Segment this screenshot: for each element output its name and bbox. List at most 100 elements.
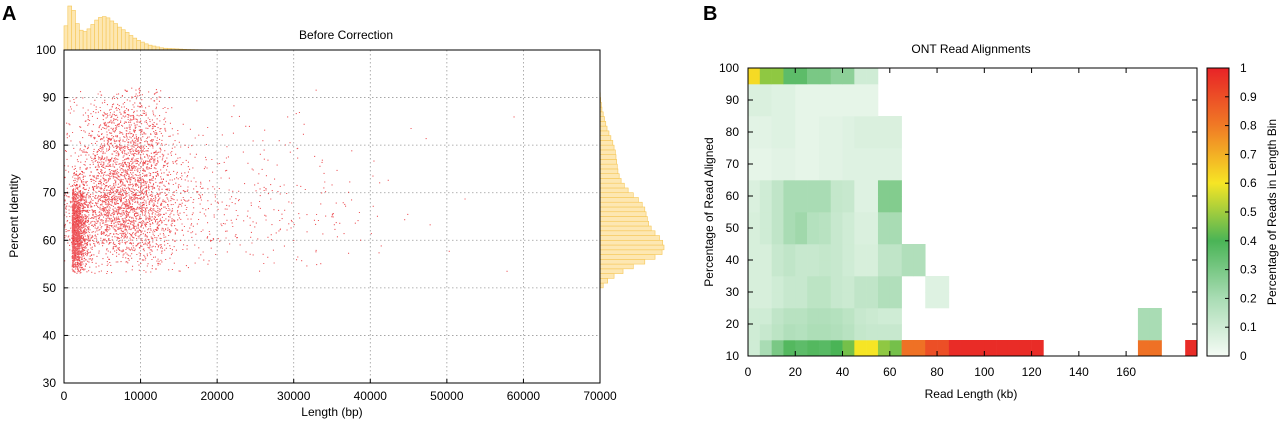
heatmap-cell xyxy=(783,292,796,309)
heatmap-cell xyxy=(795,260,808,277)
heatmap-cell xyxy=(807,148,820,165)
heatmap-cell xyxy=(854,228,867,245)
y-tick-label: 10 xyxy=(726,349,740,363)
heatmap-cell xyxy=(854,212,867,229)
heatmap-cell xyxy=(783,244,796,261)
heatmap-cell xyxy=(901,340,914,357)
heatmap-cell xyxy=(854,68,867,85)
heatmap-cell xyxy=(889,196,902,213)
heatmap-cell xyxy=(771,244,784,261)
right-marginal-bar xyxy=(599,163,618,170)
heatmap-cell xyxy=(925,340,938,357)
heatmap-cell xyxy=(771,148,784,165)
right-marginal-bar xyxy=(599,197,639,203)
heatmap-cell xyxy=(748,212,761,229)
heatmap-cell xyxy=(889,244,902,261)
right-marginal-bar xyxy=(599,187,629,194)
heatmap-cell xyxy=(889,228,902,245)
heatmap-cell xyxy=(830,68,843,85)
heatmap-cell xyxy=(795,244,808,261)
heatmap-cell xyxy=(818,340,832,357)
colorbar-tick-label: 0.9 xyxy=(1240,90,1257,104)
right-marginal-bar xyxy=(599,192,634,198)
heatmap-cell xyxy=(771,180,784,197)
heatmap-cell xyxy=(759,244,772,261)
heatmap-cell xyxy=(759,180,772,197)
x-tick-label: 30000 xyxy=(277,389,311,403)
heatmap-cell xyxy=(818,148,832,165)
heatmap-cell xyxy=(854,340,867,357)
heatmap-cell xyxy=(889,132,902,149)
heatmap-cell xyxy=(830,212,843,229)
heatmap-cell xyxy=(842,180,855,197)
heatmap-cell xyxy=(818,212,832,229)
heatmap-cell xyxy=(759,84,772,101)
colorbar-tick-label: 0.4 xyxy=(1240,234,1257,248)
heatmap-cell xyxy=(830,164,843,181)
top-marginal-bar xyxy=(79,29,84,51)
heatmap-cell xyxy=(783,164,796,181)
top-marginal-bar xyxy=(151,45,157,51)
heatmap-cell xyxy=(771,196,784,213)
x-tick-label: 20000 xyxy=(200,389,234,403)
heatmap-cell xyxy=(866,116,879,133)
heatmap-cell xyxy=(783,68,796,85)
heatmap-cell xyxy=(1185,340,1198,357)
heatmap-cell xyxy=(1031,340,1044,357)
heatmap-cell xyxy=(759,260,772,277)
heatmap-cell xyxy=(866,244,879,261)
heatmap-cell xyxy=(842,308,855,325)
heatmap-cell xyxy=(818,324,832,341)
heatmap-cell xyxy=(818,100,832,117)
heatmap-cell xyxy=(877,196,891,213)
heatmap-cell xyxy=(889,164,902,181)
heatmap-cell xyxy=(937,340,950,357)
heatmap-cell xyxy=(866,68,879,85)
scatter-points xyxy=(64,87,515,275)
panel-b-y-axis-label: Percentage of Read Aligned xyxy=(702,137,716,286)
panel-b-y-ticks: 10 20 30 40 50 60 70 80 90 100 xyxy=(719,61,1197,363)
heatmap-cell xyxy=(748,68,761,85)
heatmap-cell xyxy=(842,212,855,229)
top-marginal-bar xyxy=(82,31,88,51)
y-tick-label: 50 xyxy=(726,221,740,235)
heatmap-cell xyxy=(877,148,891,165)
heatmap-cell xyxy=(842,84,855,101)
heatmap-cell xyxy=(795,100,808,117)
heatmap-cell xyxy=(783,324,796,341)
heatmap-cell xyxy=(866,260,879,277)
heatmap-cell xyxy=(795,132,808,149)
heatmap-cell xyxy=(854,164,867,181)
heatmap-cell xyxy=(842,196,855,213)
right-marginal-bar xyxy=(599,130,610,136)
heatmap-cell xyxy=(854,100,867,117)
heatmap-cell xyxy=(854,292,867,309)
y-tick-label: 80 xyxy=(43,138,57,152)
heatmap-cell xyxy=(877,116,891,133)
heatmap-cell xyxy=(854,324,867,341)
heatmap-cell xyxy=(854,132,867,149)
heatmap-cell xyxy=(818,308,832,325)
heatmap-cell xyxy=(795,308,808,325)
y-tick-label: 70 xyxy=(726,157,740,171)
x-tick-label: 20 xyxy=(789,365,803,379)
heatmap-cell xyxy=(830,132,843,149)
heatmap-cell xyxy=(889,148,902,165)
top-marginal-bar xyxy=(98,17,103,51)
heatmap-cell xyxy=(759,292,772,309)
heatmap-cell xyxy=(877,308,891,325)
heatmap-cell xyxy=(877,244,891,261)
heatmap-cell xyxy=(877,228,891,245)
heatmap-cell xyxy=(830,340,843,357)
heatmap-cell xyxy=(771,228,784,245)
heatmap-cell xyxy=(889,324,902,341)
x-tick-label: 10000 xyxy=(124,389,158,403)
x-tick-label: 0 xyxy=(745,365,752,379)
panel-a-y-ticks: 30 40 50 60 70 80 90 100 xyxy=(36,43,68,390)
heatmap-cell xyxy=(818,292,832,309)
heatmap-cell xyxy=(866,340,879,357)
heatmap-cell xyxy=(877,180,891,197)
heatmap-cell xyxy=(807,180,820,197)
heatmap-cell xyxy=(842,132,855,149)
heatmap-cell xyxy=(842,340,855,357)
